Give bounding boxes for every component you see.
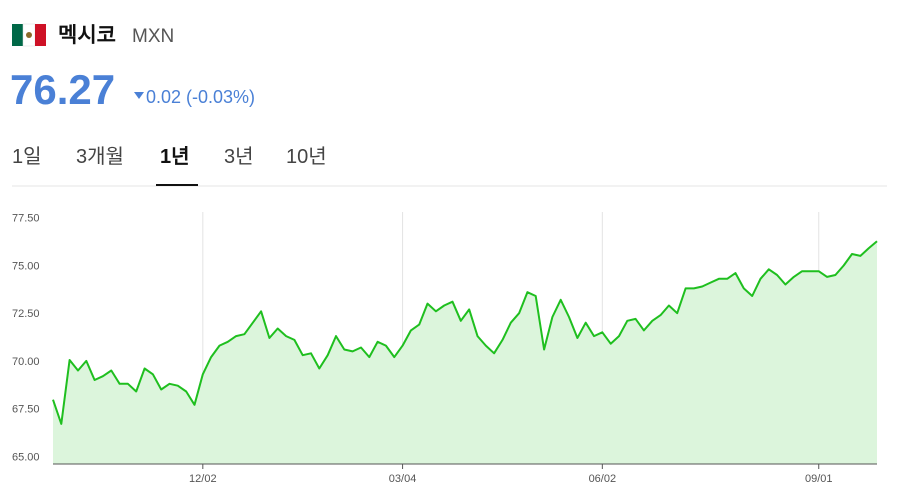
- x-tick-label: 12/02: [189, 473, 217, 485]
- tabs: 1일 3개월 1년 3년 10년: [12, 145, 327, 186]
- tab[interactable]: 3개월: [76, 145, 124, 168]
- line: [52, 240, 878, 425]
- currency: MXN: [132, 26, 174, 47]
- chart: 65.00 67.50 70.00 72.50 75.00 77.50 12/02 03/04…: [12, 212, 878, 485]
- tab[interactable]: 10년: [286, 145, 327, 168]
- price: 76.27: [10, 66, 115, 113]
- y-tick-label: 70.00: [12, 356, 40, 368]
- title: 멕시코: [58, 24, 116, 47]
- tab[interactable]: 1년: [160, 145, 190, 168]
- flag-green: [12, 24, 23, 46]
- change: 0.02 (-0.03%): [146, 87, 255, 107]
- y-tick-label: 72.50: [12, 308, 40, 320]
- flag-emblem: [26, 32, 32, 38]
- x-tick-label: 06/02: [589, 473, 617, 485]
- x-tick-label: 03/04: [389, 473, 417, 485]
- y-tick-label: 65.00: [12, 451, 40, 463]
- tab[interactable]: 3년: [224, 145, 254, 168]
- area: [53, 241, 877, 464]
- x-tick-label: 09/01: [805, 473, 833, 485]
- flag-red: [35, 24, 46, 46]
- flag: [12, 23, 46, 47]
- tab[interactable]: 1일: [12, 145, 42, 168]
- y-tick-label: 67.50: [12, 404, 40, 416]
- down-arrow: [134, 92, 144, 99]
- y-tick-label: 77.50: [12, 213, 40, 225]
- y-tick-label: 75.00: [12, 260, 40, 272]
